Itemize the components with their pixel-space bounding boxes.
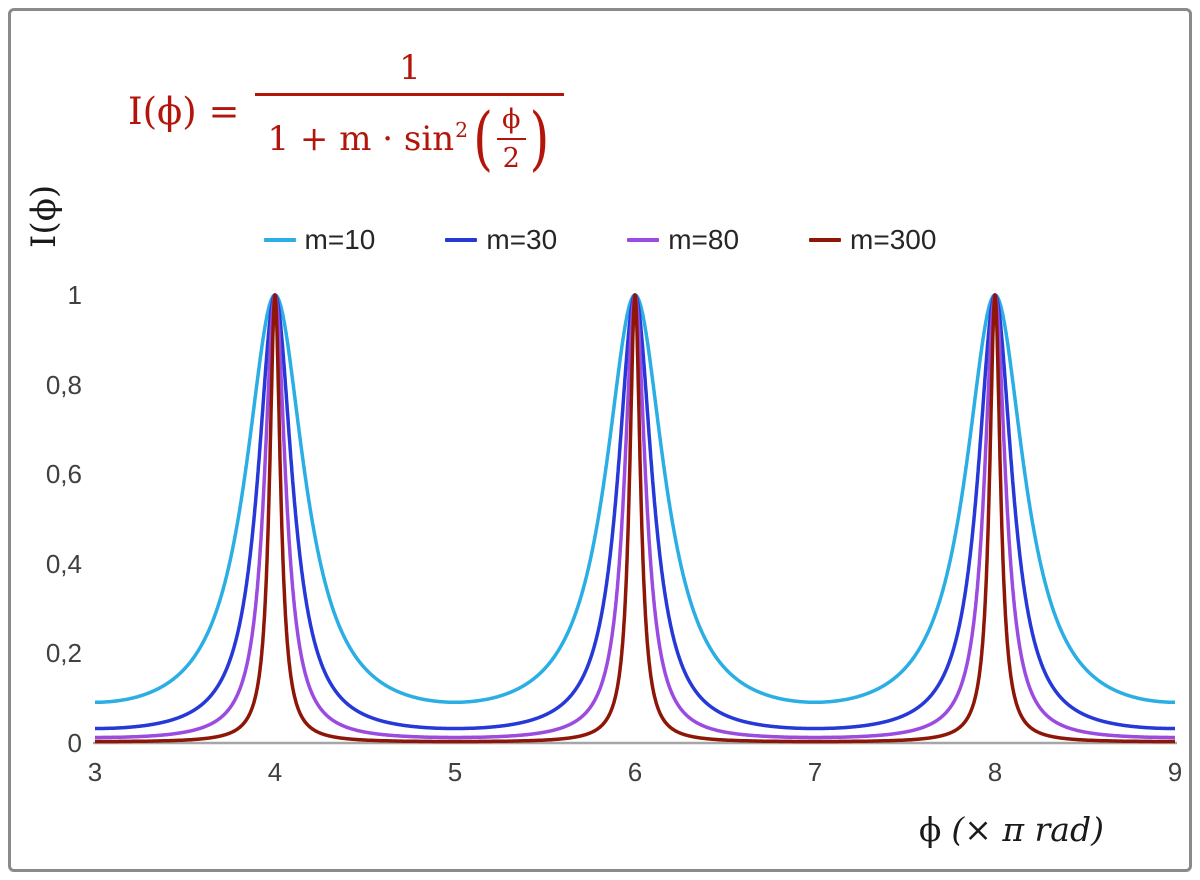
x-tick-label: 3 <box>87 757 103 787</box>
x-tick-label: 5 <box>447 757 463 787</box>
legend-item-m=10: m=10 <box>263 224 376 256</box>
close-paren: ) <box>529 99 550 179</box>
legend-item-m=30: m=30 <box>445 224 557 256</box>
open-paren: ( <box>473 99 493 179</box>
y-tick-label: 1 <box>67 280 82 310</box>
formula-den-text: 1 + m · sin <box>267 119 455 159</box>
legend-swatch-icon <box>445 238 478 242</box>
formula-exponent: 2 <box>455 118 469 142</box>
y-tick-label: 0,6 <box>45 459 82 490</box>
y-tick-label: 0,2 <box>45 638 82 669</box>
x-axis-title-units: (× π rad) <box>951 810 1104 849</box>
series-line-m=30 <box>93 293 1177 731</box>
legend-label: m=300 <box>850 224 937 255</box>
x-tick-label: 8 <box>987 757 1003 787</box>
legend-item-m=300: m=300 <box>809 224 936 256</box>
legend-label: m=80 <box>668 224 740 255</box>
x-tick-label: 7 <box>807 757 823 787</box>
inner-denominator: 2 <box>502 143 520 174</box>
legend-swatch-icon <box>627 238 660 242</box>
series-line-m=80 <box>93 293 1177 740</box>
formula-numerator: 1 <box>399 48 421 88</box>
x-tick-label: 9 <box>1167 757 1183 787</box>
y-tick-label: 0 <box>67 728 82 758</box>
legend-item-m=80: m=80 <box>627 224 739 256</box>
formula-lhs: I(ϕ) = <box>128 89 240 133</box>
legend-label: m=10 <box>304 224 376 255</box>
x-tick-label: 4 <box>267 757 283 787</box>
y-tick-label: 0,4 <box>45 548 82 579</box>
legend: m=10 m=30 m=80 m=300 <box>0 224 1200 256</box>
formula-denominator: 1 + m · sin 2(ϕ 2) <box>255 93 565 179</box>
legend-label: m=30 <box>486 224 558 255</box>
formula-fraction: 1 1 + m · sin 2(ϕ 2) <box>255 48 565 179</box>
legend-swatch-icon <box>263 238 296 242</box>
y-tick-label: 0,8 <box>45 369 82 400</box>
inner-numerator: ϕ <box>497 104 526 140</box>
legend-swatch-icon <box>809 238 842 242</box>
series-line-m=300 <box>93 293 1177 744</box>
x-axis-title: ϕ (× π rad) <box>919 810 1104 849</box>
formula-annotation: I(ϕ) = 1 1 + m · sin 2(ϕ 2) <box>128 48 565 179</box>
x-axis-title-phi: ϕ <box>918 810 942 849</box>
x-tick-label: 6 <box>627 757 643 787</box>
